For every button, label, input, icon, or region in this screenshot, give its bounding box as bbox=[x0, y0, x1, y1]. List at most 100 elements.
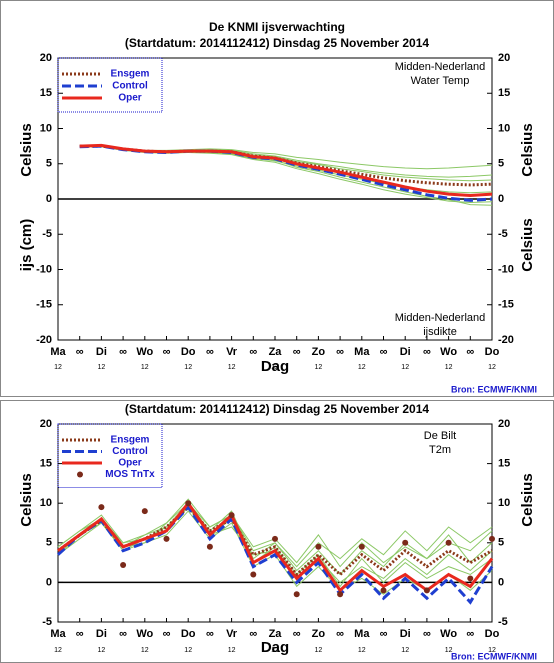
legend-box bbox=[57, 57, 163, 113]
x-tick-label: ∞ bbox=[119, 628, 127, 640]
x-sub-label: 12 bbox=[98, 364, 106, 371]
legend-label: Oper bbox=[118, 93, 141, 104]
y-tick-label: 15 bbox=[498, 458, 510, 470]
x-sub-label: 12 bbox=[401, 364, 409, 371]
annotation: Midden-Nederland bbox=[395, 61, 486, 73]
y-axis-label: Celsius bbox=[519, 218, 536, 271]
x-tick-label: Za bbox=[269, 628, 283, 640]
x-tick-label: ∞ bbox=[380, 628, 388, 640]
y-tick-label: 15 bbox=[40, 458, 52, 470]
x-axis-label: Dag bbox=[261, 639, 289, 656]
y-tick-label: -5 bbox=[42, 616, 52, 628]
y-tick-label: 20 bbox=[498, 418, 510, 430]
mos-point bbox=[423, 587, 430, 594]
annotation: Water Temp bbox=[411, 75, 470, 87]
x-tick-label: ∞ bbox=[336, 628, 344, 640]
mos-point bbox=[185, 500, 192, 507]
annotation: T2m bbox=[429, 444, 451, 456]
x-sub-label: 12 bbox=[488, 647, 496, 654]
x-sub-label: 12 bbox=[228, 647, 236, 654]
y-axis-label: Celsius bbox=[519, 473, 536, 526]
legend-label: Oper bbox=[118, 458, 141, 469]
x-sub-label: 12 bbox=[54, 364, 62, 371]
ensemble-member bbox=[79, 145, 493, 194]
x-tick-label: ∞ bbox=[423, 346, 431, 358]
x-tick-label: ∞ bbox=[163, 346, 171, 358]
y-tick-label: -20 bbox=[498, 334, 514, 346]
y-tick-label: 15 bbox=[40, 87, 52, 99]
x-tick-label: Vr bbox=[226, 346, 238, 358]
x-tick-label: Do bbox=[181, 628, 196, 640]
x-tick-label: ∞ bbox=[206, 628, 214, 640]
y-axis-label: Celsius bbox=[18, 123, 35, 176]
x-sub-label: 12 bbox=[401, 647, 409, 654]
y-tick-label: 10 bbox=[40, 497, 52, 509]
y-axis-label: Celsius bbox=[519, 123, 536, 176]
x-tick-label: Za bbox=[269, 346, 283, 358]
x-sub-label: 12 bbox=[445, 364, 453, 371]
y-tick-label: 10 bbox=[40, 122, 52, 134]
legend-label: Ensgem bbox=[111, 69, 150, 80]
y-tick-label: 0 bbox=[498, 576, 504, 588]
mos-point bbox=[206, 543, 213, 550]
annotation: Midden-Nederland bbox=[395, 312, 486, 324]
x-tick-label: ∞ bbox=[293, 628, 301, 640]
x-tick-label: Wo bbox=[440, 346, 457, 358]
y-tick-label: 0 bbox=[46, 193, 52, 205]
legend-label: Control bbox=[112, 81, 148, 92]
x-tick-label: ∞ bbox=[293, 346, 301, 358]
chart-title: De KNMI ijsverwachting bbox=[209, 20, 345, 34]
source: Bron: ECMWF/KNMI bbox=[451, 384, 537, 394]
x-sub-label: 12 bbox=[488, 364, 496, 371]
x-sub-label: 12 bbox=[271, 647, 279, 654]
y-axis-label: ijs (cm) bbox=[18, 219, 35, 272]
x-sub-label: 12 bbox=[184, 647, 192, 654]
x-sub-label: 12 bbox=[228, 364, 236, 371]
x-tick-label: Ma bbox=[50, 346, 66, 358]
x-tick-label: Wo bbox=[440, 628, 457, 640]
annotation: De Bilt bbox=[424, 430, 456, 442]
mos-point bbox=[402, 539, 409, 546]
x-sub-label: 12 bbox=[271, 364, 279, 371]
legend-label: MOS TnTx bbox=[105, 469, 155, 480]
chart-subtitle: (Startdatum: 2014112412) Dinsdag 25 Nove… bbox=[125, 36, 429, 50]
x-sub-label: 12 bbox=[445, 647, 453, 654]
x-tick-label: ∞ bbox=[249, 346, 257, 358]
mos-point bbox=[163, 535, 170, 542]
mos-point bbox=[120, 561, 127, 568]
y-tick-label: 20 bbox=[498, 52, 510, 64]
x-sub-label: 12 bbox=[184, 364, 192, 371]
ensemble-member bbox=[57, 502, 493, 576]
x-tick-label: Di bbox=[400, 628, 411, 640]
series-line bbox=[56, 504, 494, 605]
y-tick-label: 5 bbox=[498, 158, 504, 170]
y-tick-label: 5 bbox=[498, 537, 504, 549]
x-tick-label: Ma bbox=[50, 628, 66, 640]
y-tick-label: 0 bbox=[498, 193, 504, 205]
y-tick-label: 10 bbox=[498, 497, 510, 509]
series-line bbox=[57, 500, 494, 593]
y-tick-label: -10 bbox=[498, 263, 514, 275]
mos-point bbox=[358, 543, 365, 550]
source: Bron: ECMWF/KNMI bbox=[451, 651, 537, 661]
x-tick-label: ∞ bbox=[466, 628, 474, 640]
x-tick-label: ∞ bbox=[249, 628, 257, 640]
chart-subtitle: (Startdatum: 2014112412) Dinsdag 25 Nove… bbox=[125, 402, 429, 416]
series-line bbox=[57, 505, 493, 577]
y-tick-label: -15 bbox=[36, 299, 52, 311]
series-line bbox=[79, 143, 493, 198]
y-tick-label: 10 bbox=[498, 122, 510, 134]
x-tick-label: ∞ bbox=[163, 628, 171, 640]
x-sub-label: 12 bbox=[98, 647, 106, 654]
legend-label: Control bbox=[112, 446, 148, 457]
y-tick-label: -20 bbox=[36, 334, 52, 346]
x-tick-label: Ma bbox=[354, 628, 370, 640]
x-tick-label: Zo bbox=[312, 346, 326, 358]
legend-marker bbox=[77, 471, 83, 478]
y-axis-label: Celsius bbox=[18, 473, 35, 526]
x-tick-label: Wo bbox=[136, 346, 153, 358]
x-sub-label: 12 bbox=[141, 647, 149, 654]
mos-point bbox=[467, 575, 474, 582]
x-tick-label: ∞ bbox=[206, 346, 214, 358]
